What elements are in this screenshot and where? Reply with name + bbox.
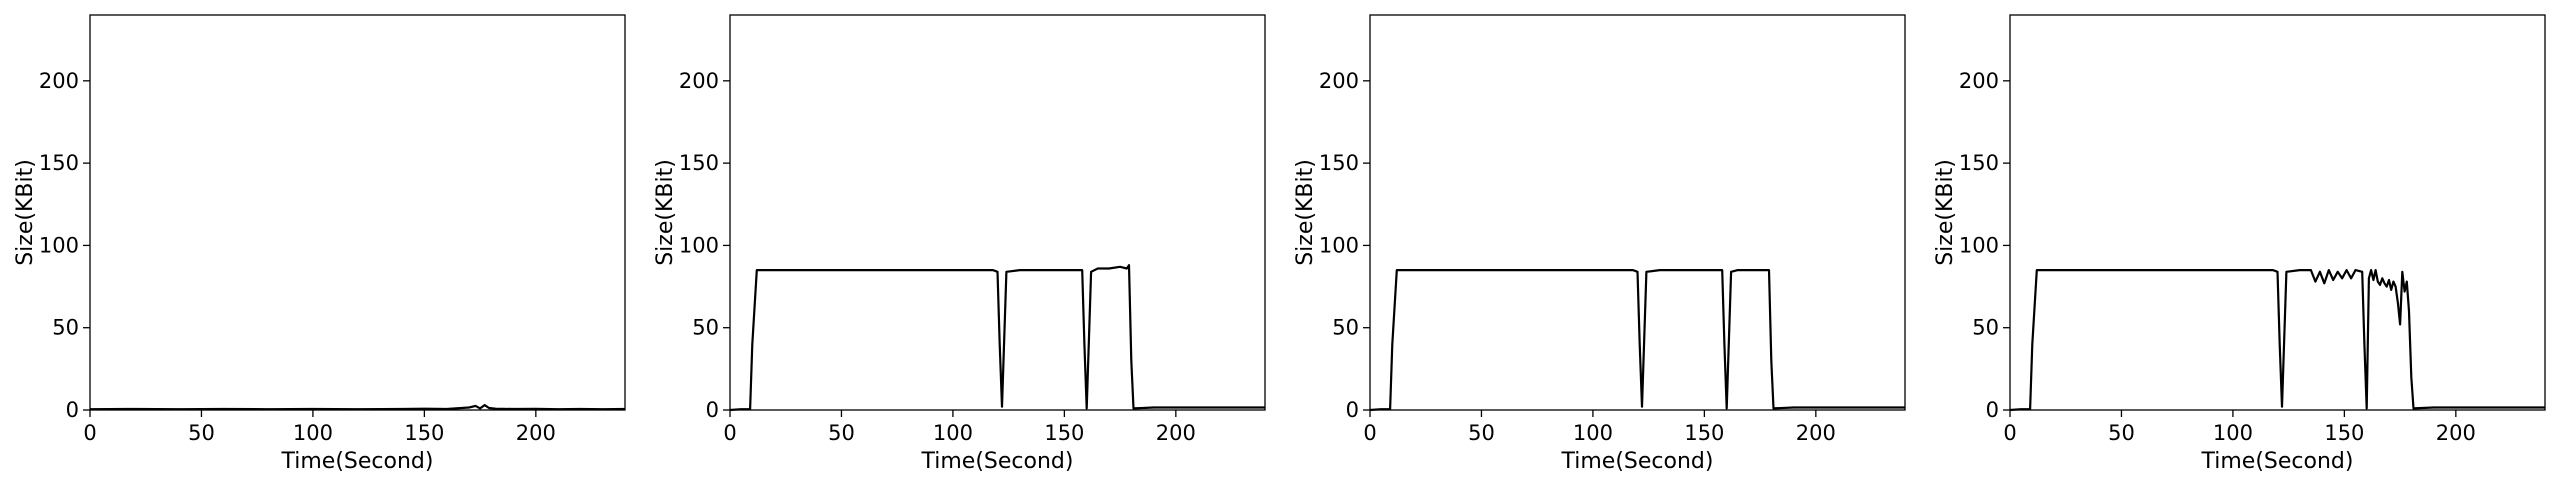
x-tick-label: 0 — [723, 421, 736, 445]
x-axis-label: Time(Second) — [281, 449, 434, 474]
y-axis-label: Size(KBit) — [653, 159, 678, 266]
x-tick-label: 0 — [2003, 421, 2016, 445]
y-axis-label: Size(KBit) — [1293, 159, 1318, 266]
x-tick-label: 50 — [1468, 421, 1495, 445]
y-tick-label: 200 — [39, 69, 79, 93]
y-tick-label: 150 — [39, 151, 79, 175]
y-tick-label: 50 — [52, 316, 79, 340]
x-tick-label: 200 — [2436, 421, 2476, 445]
series-line-1 — [2009, 269, 2545, 412]
chart-panel-1: 0 50 100 150 200 0 50 100 150 200 Time(Second) Size… — [13, 14, 626, 474]
series-line-1 — [729, 264, 1265, 412]
plot-area — [89, 14, 626, 411]
x-tick-label: 200 — [516, 421, 556, 445]
x-tick-label: 100 — [933, 421, 973, 445]
x-tick-label: 150 — [1684, 421, 1724, 445]
y-tick-label: 50 — [1332, 316, 1359, 340]
y-tick-label: 100 — [39, 233, 79, 257]
x-axis-label: Time(Second) — [2201, 449, 2354, 474]
y-tick-label: 150 — [679, 151, 719, 175]
plot-area — [729, 14, 1266, 411]
y-tick-label: 50 — [692, 316, 719, 340]
y-tick-label: 200 — [1959, 69, 1999, 93]
y-axis-label: Size(KBit) — [1933, 159, 1958, 266]
y-tick-label: 100 — [1319, 233, 1359, 257]
x-tick-label: 0 — [1363, 421, 1376, 445]
y-tick-label: 0 — [66, 398, 79, 422]
y-tick-label: 200 — [679, 69, 719, 93]
chart-panel-2: 0 50 100 150 200 0 50 100 150 200 Time(Second) Size… — [653, 14, 1266, 474]
x-tick-label: 100 — [2213, 421, 2253, 445]
x-tick-label: 0 — [83, 421, 96, 445]
x-tick-label: 150 — [2324, 421, 2364, 445]
x-tick-label: 50 — [828, 421, 855, 445]
y-tick-label: 100 — [679, 233, 719, 257]
x-axis-label: Time(Second) — [1561, 449, 1714, 474]
x-tick-label: 100 — [293, 421, 333, 445]
x-tick-label: 200 — [1156, 421, 1196, 445]
y-tick-label: 50 — [1972, 316, 1999, 340]
x-tick-label: 150 — [404, 421, 444, 445]
series-line-1 — [89, 404, 626, 411]
x-axis-label: Time(Second) — [921, 449, 1074, 474]
x-tick-label: 200 — [1796, 421, 1836, 445]
y-tick-label: 0 — [1346, 398, 1359, 422]
plot-area — [2009, 14, 2546, 411]
y-tick-label: 0 — [1986, 398, 1999, 422]
y-tick-label: 150 — [1959, 151, 1999, 175]
y-tick-label: 150 — [1319, 151, 1359, 175]
x-tick-label: 150 — [1044, 421, 1084, 445]
x-tick-label: 50 — [2108, 421, 2135, 445]
y-tick-label: 0 — [706, 398, 719, 422]
chart-panel-4: 0 50 100 150 200 0 50 100 150 200 Time(Second) Size… — [1933, 14, 2546, 474]
chart-panel-3: 0 50 100 150 200 0 50 100 150 200 Time(Second) Size… — [1293, 14, 1906, 474]
y-axis-label: Size(KBit) — [13, 159, 38, 266]
y-tick-label: 100 — [1959, 233, 1999, 257]
y-tick-label: 200 — [1319, 69, 1359, 93]
x-tick-label: 100 — [1573, 421, 1613, 445]
series-line-1 — [1369, 269, 1905, 412]
plot-area — [1369, 14, 1906, 411]
x-tick-label: 50 — [188, 421, 215, 445]
